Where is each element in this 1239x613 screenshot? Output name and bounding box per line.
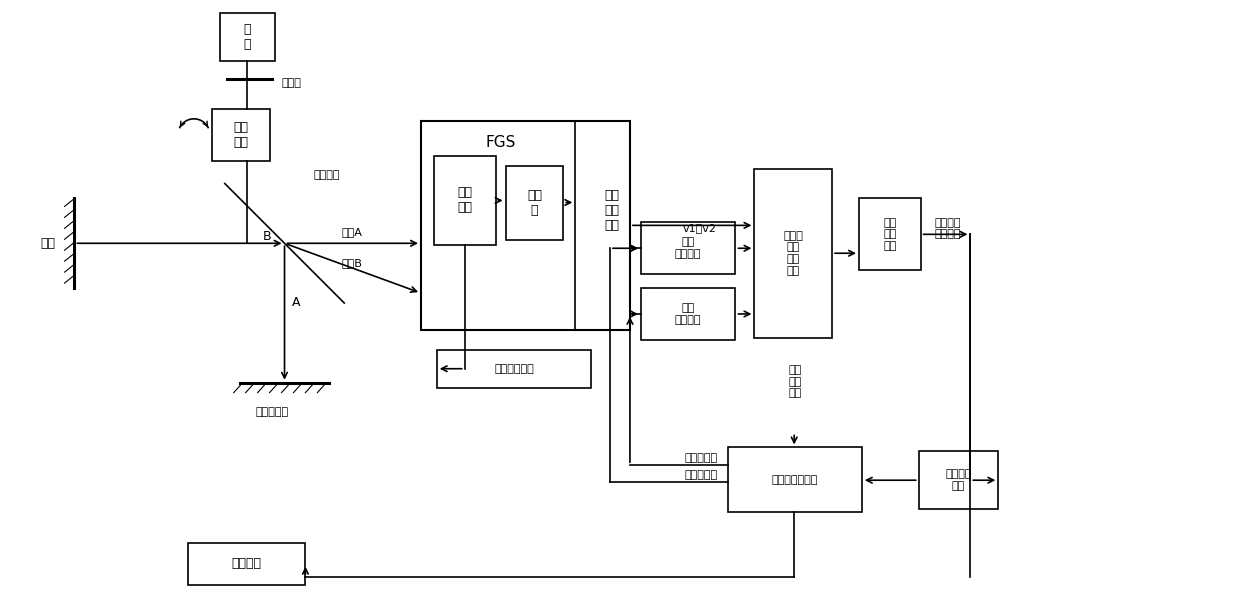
Text: 姿态四元数: 姿态四元数	[684, 470, 717, 480]
Text: 星敏
测量模型: 星敏 测量模型	[675, 237, 701, 259]
Bar	[918, 451, 999, 509]
Text: v1，v2: v1，v2	[683, 223, 716, 234]
Text: 平行
光管: 平行 光管	[233, 121, 248, 149]
Bar	[755, 169, 833, 338]
Text: 探测
器: 探测 器	[527, 189, 541, 217]
Text: 光路B: 光路B	[341, 258, 362, 268]
Text: 分光棱镜: 分光棱镜	[313, 170, 339, 180]
Bar	[859, 199, 921, 270]
Bar	[421, 121, 629, 330]
Text: 姿态动力学模型: 姿态动力学模型	[772, 474, 818, 485]
Bar	[219, 13, 275, 61]
Text: 质心
提取
算法: 质心 提取 算法	[605, 189, 620, 232]
Bar	[641, 288, 736, 340]
Text: FGS: FGS	[486, 135, 515, 150]
Text: 反作用轮
模型: 反作用轮 模型	[945, 470, 971, 491]
Text: 算法单元: 算法单元	[232, 557, 261, 570]
Text: 陀螺
测量模型: 陀螺 测量模型	[675, 303, 701, 325]
Text: 星体
干扰
力矩: 星体 干扰 力矩	[788, 365, 802, 398]
Bar	[506, 166, 564, 240]
Text: A: A	[292, 295, 301, 308]
Text: 探浌工况监测: 探浌工况监测	[494, 364, 534, 374]
Bar	[641, 223, 736, 274]
Text: 光学
系统: 光学 系统	[457, 186, 472, 215]
Text: 姿态
控制
算法: 姿态 控制 算法	[883, 218, 896, 251]
Bar	[437, 350, 591, 387]
Text: 平面反光镜: 平面反光镜	[255, 406, 289, 416]
Text: 光路A: 光路A	[341, 227, 362, 237]
Bar	[727, 447, 862, 512]
Bar	[434, 156, 496, 245]
Text: 光
源: 光 源	[243, 23, 252, 51]
Text: 振镜: 振镜	[40, 237, 55, 249]
Bar	[188, 543, 306, 585]
Text: 反作用轮
控制力矩: 反作用轮 控制力矩	[934, 218, 961, 239]
Text: 卡尔曼
滤波
定姿
算法: 卡尔曼 滤波 定姿 算法	[783, 231, 803, 276]
Text: B: B	[263, 230, 271, 243]
Bar	[212, 109, 270, 161]
Text: 星点板: 星点板	[281, 78, 301, 88]
Text: 姿态角速度: 姿态角速度	[684, 453, 717, 463]
